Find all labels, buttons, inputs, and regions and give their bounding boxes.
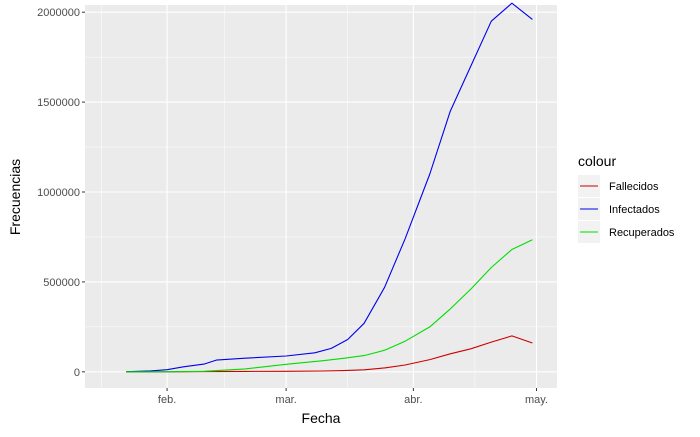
y-tick-label: 1500000 xyxy=(37,97,80,109)
minor-gridlines xyxy=(85,5,557,388)
legend-label: Fallecidos xyxy=(609,181,659,193)
legend: colour Fallecidos Infectados Recuperados xyxy=(578,153,675,243)
x-axis: feb. mar. abr. may. xyxy=(158,388,548,406)
series-lines xyxy=(125,2,533,373)
x-tick-label: abr. xyxy=(404,394,422,406)
x-tick-label: may. xyxy=(525,394,548,406)
series-line-infectados xyxy=(125,2,533,373)
y-axis-title: Frecuencias xyxy=(7,159,23,235)
x-axis-title: Fecha xyxy=(302,410,341,426)
legend-title: colour xyxy=(578,153,616,169)
y-tick-label: 0 xyxy=(74,367,80,379)
series-line-recuperados xyxy=(126,239,533,373)
y-tick-label: 500000 xyxy=(43,277,80,289)
series-line-fallecidos xyxy=(126,335,533,373)
plot-panel xyxy=(85,5,557,388)
legend-label: Recuperados xyxy=(609,227,675,239)
y-tick-label: 1000000 xyxy=(37,187,80,199)
x-tick-label: feb. xyxy=(158,394,176,406)
x-tick-label: mar. xyxy=(275,394,296,406)
legend-label: Infectados xyxy=(609,204,660,216)
y-tick-label: 2000000 xyxy=(37,7,80,19)
y-axis: 0 500000 1000000 1500000 2000000 xyxy=(37,7,85,379)
